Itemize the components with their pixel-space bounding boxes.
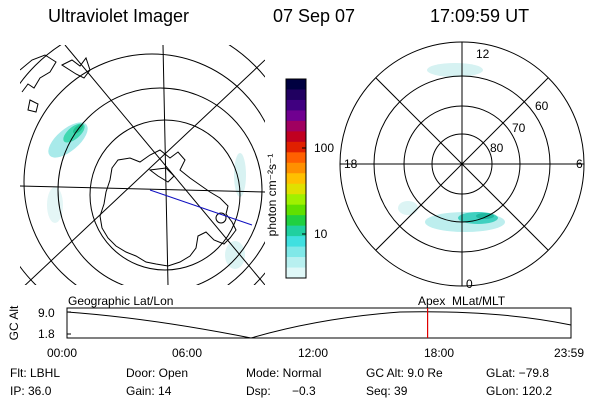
colorbar-segment [286,152,306,164]
mlat-label-80: 80 [490,141,504,155]
colorbar-segment [286,183,306,195]
colorbar-units-label: photon cm⁻²s⁻¹ [265,153,279,237]
mlt-label-6: 6 [576,157,583,171]
south-america-coastline [20,54,57,93]
gc-alt-status: GC Alt: 9.0 Re [366,366,443,380]
colorbar-segment [286,141,306,153]
gain-status: Gain: 14 [126,384,172,398]
colorbar-segment [286,267,306,279]
mode-status: Mode: Normal [246,366,322,380]
longitude-lines [20,45,265,285]
altitude-trace [66,311,572,339]
island-outline [60,56,91,79]
island-outline-2 [27,99,39,113]
mlt-label-0: 0 [466,277,473,291]
aurora-emission-left [47,122,246,269]
timeline-y-tick-high: 9.0 [38,306,55,320]
mlt-label-12: 12 [476,47,490,61]
colorbar-segment [286,79,306,90]
timeline-frame [66,307,572,339]
glat-status: GLat: −79.8 [486,366,550,380]
colorbar-segment [286,131,306,143]
dsp-value: −0.3 [292,384,316,398]
filter-status: Flt: LBHL [10,366,61,380]
door-status: Door: Open [126,366,189,380]
time-tick-2359: 23:59 [554,346,585,360]
time-label: 17:09:59 UT [430,6,530,26]
mlat-label-60: 60 [535,99,549,113]
time-tick-1800: 18:00 [424,346,455,360]
ice-shelf-outline [148,167,175,183]
colorbar-tick-100: 100 [314,141,335,155]
colorbar-segment [286,162,306,174]
dsp-label: Dsp: [246,384,271,398]
colorbar-segment [286,257,306,269]
colorbar-segment [286,225,306,237]
time-tick-0600: 06:00 [172,346,203,360]
timeline-right-title: Apex MLat/MLT [418,294,506,308]
colorbar-segment [286,204,306,216]
magnetic-pole-marker [215,212,227,224]
antarctica-coastline [99,149,237,267]
date-label: 07 Sep 07 [273,6,356,26]
time-tick-1200: 12:00 [298,346,329,360]
time-tick-0000: 00:00 [47,346,78,360]
timeline-left-title: Geographic Lat/Lon [68,294,174,308]
timeline-y-tick-low: 1.8 [38,327,55,341]
geographic-map [20,45,265,285]
color-scale-bar [286,79,306,279]
ip-status: IP: 36.0 [10,384,52,398]
colorbar-segment [286,120,306,132]
mlt-label-18: 18 [344,157,358,171]
instrument-title: Ultraviolet Imager [48,6,190,26]
colorbar-tick-10: 10 [314,227,328,241]
mlat-label-70: 70 [512,121,526,135]
timeline-tick-marks [67,311,71,335]
glon-status: GLon: 120.2 [486,384,553,398]
colorbar-segment [286,246,306,258]
polar-plot [339,41,585,287]
colorbar-segment [286,194,306,206]
colorbar-segment [286,236,306,248]
colorbar-segment [286,110,306,122]
timeline-axis-label: GC Alt [7,305,21,341]
noon-meridian-line [149,189,253,226]
colorbar-segment [286,215,306,227]
colorbar-segment [286,99,306,111]
colorbar-segment [286,89,306,101]
seq-status: Seq: 39 [366,384,408,398]
colorbar-segment [286,173,306,185]
